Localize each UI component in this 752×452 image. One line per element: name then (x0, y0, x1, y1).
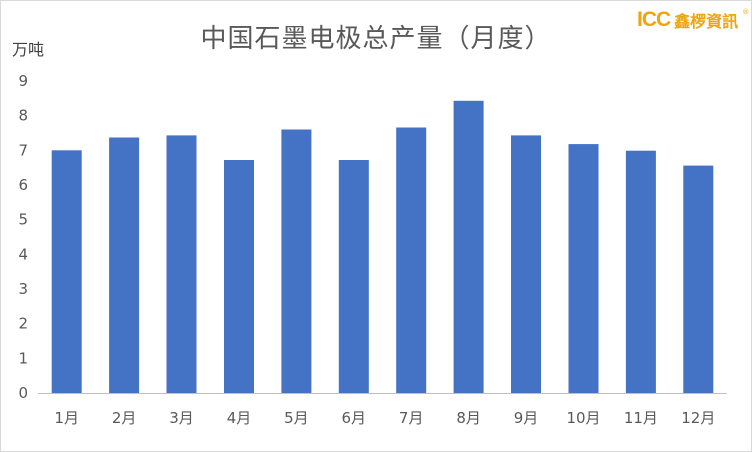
bar (166, 135, 197, 393)
y-tick-label: 1 (18, 349, 28, 367)
bar (568, 144, 599, 393)
y-tick-label: 4 (18, 245, 28, 263)
x-tick-label: 4月 (227, 409, 252, 427)
y-tick-label: 7 (18, 141, 28, 159)
y-tick-label: 9 (18, 72, 28, 90)
y-tick-label: 5 (18, 211, 28, 229)
logo-name: 鑫椤資訊 (674, 12, 739, 31)
bar (683, 165, 714, 393)
y-tick-label: 0 (18, 384, 28, 402)
bar (396, 127, 427, 393)
bar (281, 129, 312, 393)
bar (511, 135, 541, 393)
bar (224, 160, 254, 393)
x-tick-label: 7月 (399, 409, 424, 427)
x-tick-label: 10月 (566, 409, 600, 427)
bar (338, 160, 369, 393)
bar (453, 100, 484, 394)
x-tick-label: 2月 (112, 409, 137, 427)
y-tick-label: 3 (18, 280, 28, 298)
icc-logo: ICC 鑫椤資訊 ® (637, 8, 749, 32)
x-tick-label: 3月 (169, 409, 194, 427)
x-tick-label: 12月 (681, 409, 715, 427)
x-tick-label: 6月 (342, 409, 367, 427)
x-tick-label: 11月 (624, 409, 658, 427)
y-tick-label: 8 (18, 107, 28, 125)
y-tick-label: 2 (18, 315, 28, 333)
chart-title: 中国石墨电极总产量（月度） (200, 24, 552, 54)
bar (51, 150, 82, 393)
bar (109, 137, 140, 393)
x-tick-label: 5月 (284, 409, 309, 427)
y-axis-unit-label: 万吨 (12, 40, 45, 59)
x-tick-label: 8月 (456, 409, 481, 427)
logo-mark: ICC (637, 8, 671, 31)
y-tick-label: 6 (18, 176, 28, 194)
x-tick-label: 1月 (54, 409, 79, 427)
logo-registered-mark: ® (742, 8, 750, 16)
x-tick-label: 9月 (514, 409, 539, 427)
bar (625, 150, 656, 393)
